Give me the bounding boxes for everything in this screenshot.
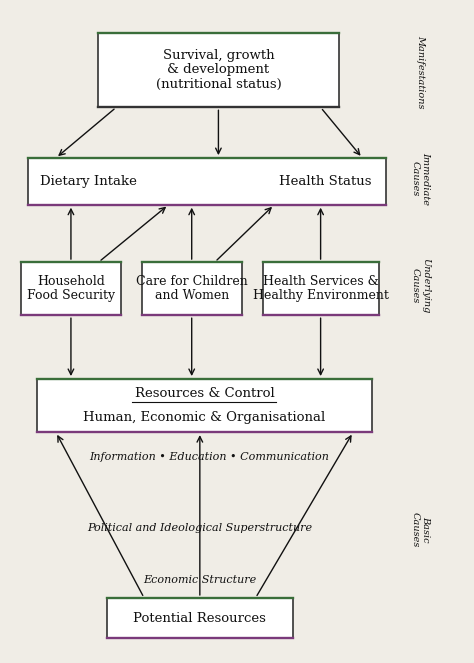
Text: Manifestations: Manifestations <box>416 35 425 108</box>
Text: Dietary Intake: Dietary Intake <box>40 175 137 188</box>
Text: Information • Education • Communication: Information • Education • Communication <box>89 452 329 462</box>
Bar <box>37 379 372 432</box>
Text: Healthy Environment: Healthy Environment <box>253 289 389 302</box>
Text: Survival, growth: Survival, growth <box>163 49 274 62</box>
Text: Health Status: Health Status <box>279 175 372 188</box>
Text: Food Security: Food Security <box>27 289 115 302</box>
Text: Human, Economic & Organisational: Human, Economic & Organisational <box>83 411 326 424</box>
Bar <box>21 262 121 315</box>
Text: Political and Ideological Superstructure: Political and Ideological Superstructure <box>87 522 312 533</box>
Bar <box>28 158 386 205</box>
Text: Economic Structure: Economic Structure <box>143 575 256 585</box>
Text: Basic
Causes: Basic Causes <box>411 512 430 548</box>
Bar <box>142 262 242 315</box>
Text: Household: Household <box>37 275 105 288</box>
Bar <box>263 262 379 315</box>
Bar <box>98 32 339 107</box>
Text: Immediate
Causes: Immediate Causes <box>411 152 430 206</box>
Text: (nutritional status): (nutritional status) <box>155 78 281 91</box>
Text: Health Services &: Health Services & <box>263 275 378 288</box>
Text: Care for Children: Care for Children <box>136 275 247 288</box>
Text: & development: & development <box>167 64 270 76</box>
Text: Underlying
Causes: Underlying Causes <box>411 259 430 314</box>
Text: Resources & Control: Resources & Control <box>135 387 274 400</box>
Bar <box>107 598 293 638</box>
Text: and Women: and Women <box>155 289 229 302</box>
Text: Potential Resources: Potential Resources <box>133 611 266 625</box>
